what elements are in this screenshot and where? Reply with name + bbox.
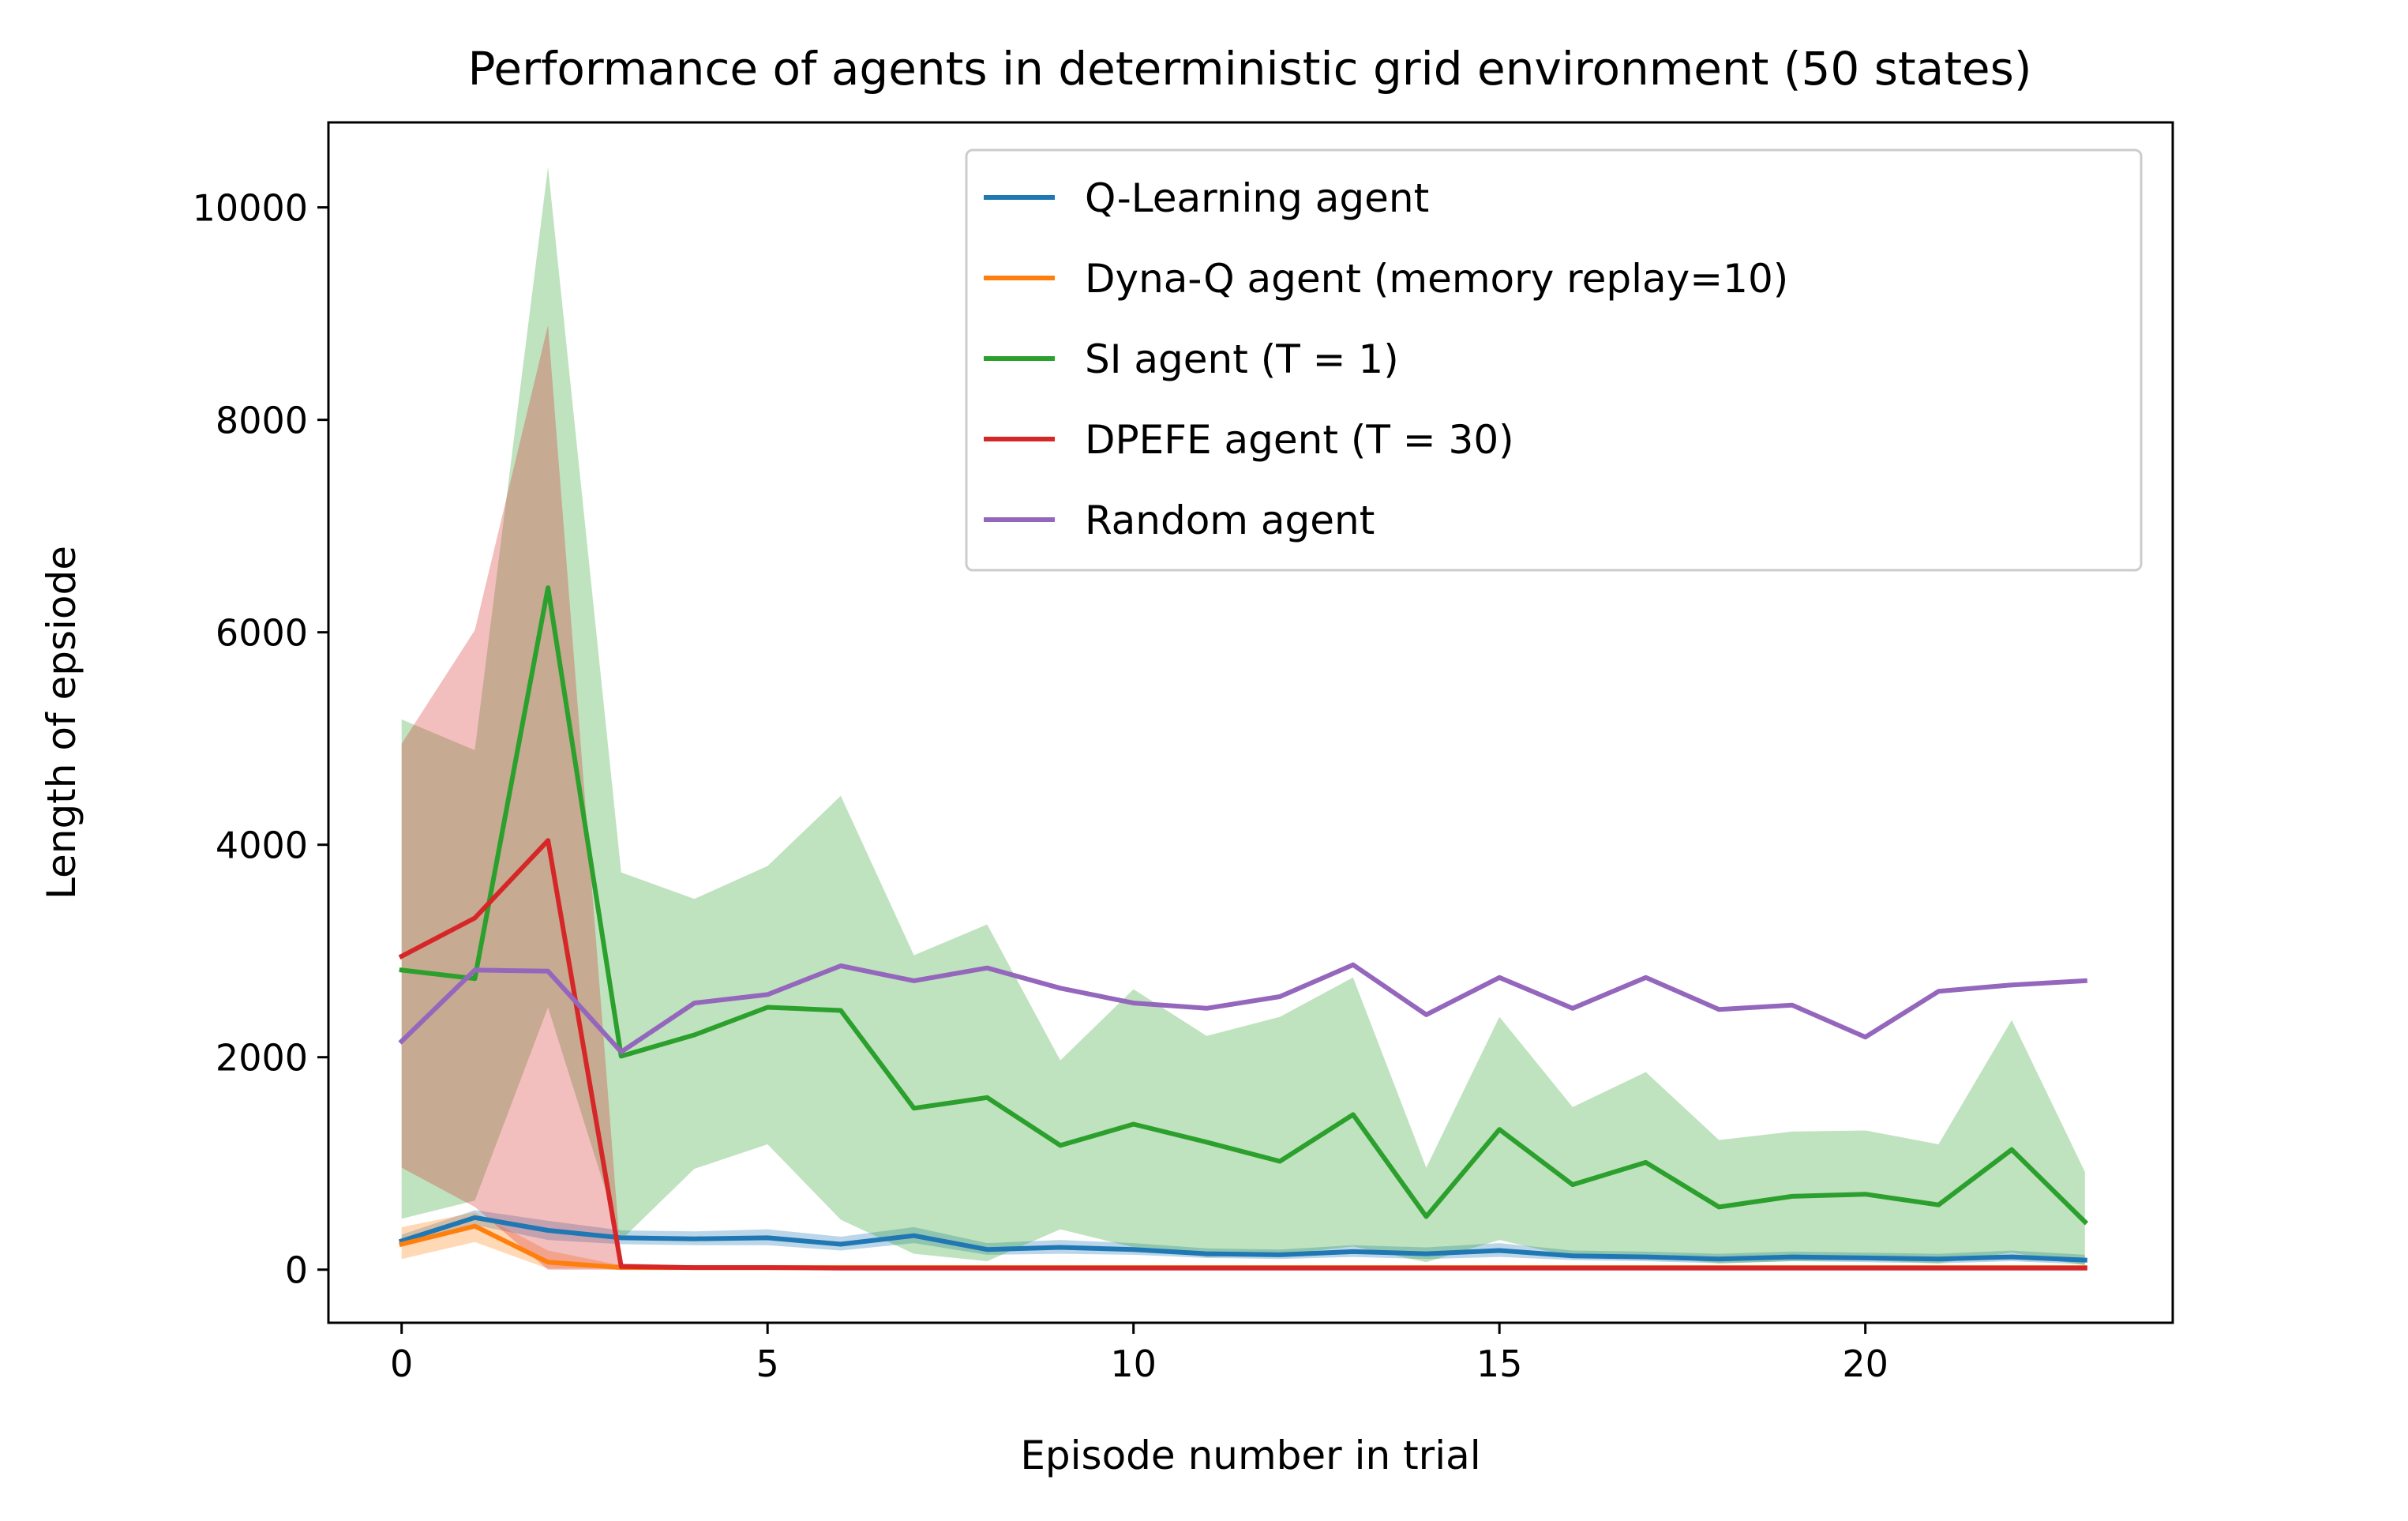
x-tick-label: 15: [1476, 1343, 1523, 1385]
legend-box: [965, 148, 2143, 572]
x-axis-label: Episode number in trial: [1020, 1433, 1480, 1478]
dpefe-agent-t-30-band: [401, 325, 2085, 1270]
legend-label: Random agent: [1085, 498, 1375, 543]
legend-label: SI agent (T = 1): [1085, 336, 1399, 382]
x-tick-label: 5: [756, 1343, 779, 1385]
y-axis-label: Length of epsiode: [39, 546, 84, 899]
y-tick-label: 2000: [216, 1037, 308, 1080]
legend-label: Q-Learning agent: [1085, 175, 1429, 221]
si-agent-t-1-band: [401, 167, 2085, 1266]
y-tick-label: 10000: [193, 187, 308, 230]
y-axis-ticks: 0 2000 4000 6000 8000 10000: [193, 187, 328, 1292]
x-tick-label: 20: [1842, 1343, 1889, 1385]
x-tick-label: 0: [390, 1343, 413, 1385]
x-axis-ticks: 0 5 10 15 20: [390, 1323, 1889, 1385]
q-learning-agent-line: [398, 1215, 2087, 1263]
y-tick-label: 8000: [216, 400, 308, 442]
x-tick-label: 10: [1110, 1343, 1157, 1385]
plot-frame: [327, 121, 2174, 1324]
series-lines: [398, 585, 2089, 1271]
legend-label: Dyna-Q agent (memory replay=10): [1085, 256, 1788, 302]
dpefe-agent-t-30-line: [398, 838, 2087, 1271]
y-tick-label: 0: [285, 1249, 308, 1292]
legend: Q-Learning agent Dyna-Q agent (memory rep…: [965, 148, 2143, 572]
chart-title: Performance of agents in deterministic g…: [468, 42, 2032, 96]
si-agent-t-1-line: [399, 585, 2089, 1226]
random-agent-line: [398, 962, 2087, 1054]
y-tick-label: 4000: [216, 824, 308, 867]
y-tick-label: 6000: [216, 612, 308, 655]
legend-label: DPEFE agent (T = 30): [1085, 417, 1514, 463]
